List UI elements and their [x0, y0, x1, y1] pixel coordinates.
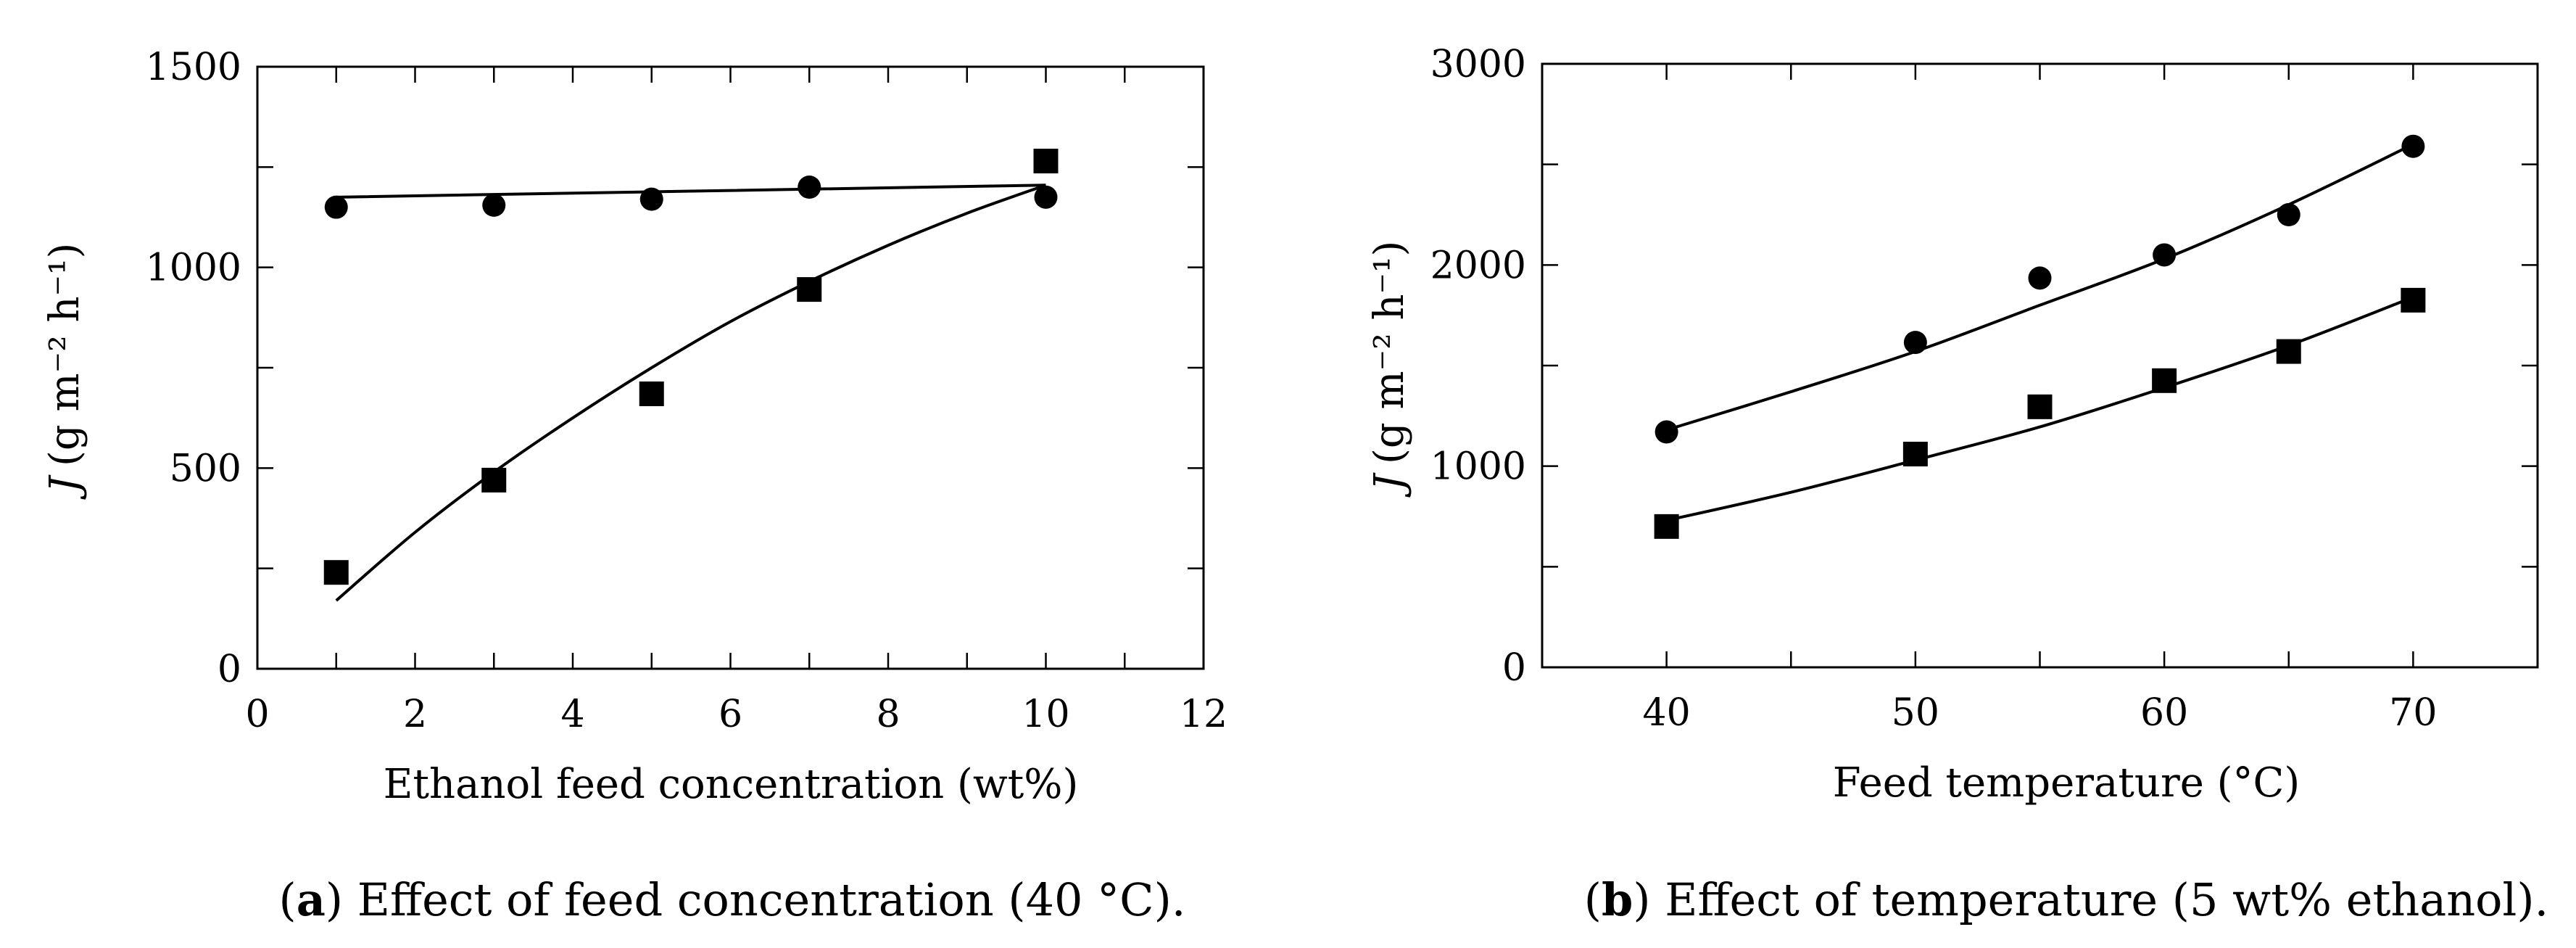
y-tick-label: 0 — [218, 648, 241, 691]
data-point-square — [2027, 394, 2053, 419]
x-tick-label: 0 — [245, 693, 269, 736]
y-tick-label: 500 — [170, 447, 241, 490]
caption-panel-tag: a — [297, 873, 326, 926]
data-point-square — [1902, 442, 1928, 467]
x-tick-label: 2 — [403, 693, 427, 736]
x-tick-label: 4 — [560, 693, 584, 736]
data-point-square — [1654, 514, 1679, 539]
x-tick-label: 10 — [1022, 693, 1069, 736]
x-tick-label: 50 — [1892, 691, 1939, 735]
fit-curve-circles — [336, 184, 1046, 199]
data-point-square — [481, 467, 507, 492]
data-point-circle — [2401, 134, 2425, 158]
data-point-square — [1033, 149, 1059, 174]
y-axis-label-units: (g m⁻² h⁻¹) — [41, 243, 88, 466]
y-tick-label: 1000 — [1430, 445, 1526, 489]
y-tick-label: 1000 — [146, 247, 241, 290]
x-tick-label: 6 — [718, 693, 742, 736]
y-tick-label: 3000 — [1430, 43, 1526, 86]
x-tick-label: 8 — [876, 693, 900, 736]
data-point-circle — [1654, 420, 1678, 444]
data-point-circle — [2028, 266, 2052, 290]
y-axis-label-symbol: J — [41, 474, 88, 500]
caption-text: Effect of feed concentration (40 °C). — [357, 873, 1186, 926]
data-point-square — [2276, 339, 2301, 364]
data-point-circle — [798, 176, 821, 199]
y-axis-label-symbol: J — [1366, 471, 1413, 498]
y-tick-label: 0 — [1502, 646, 1526, 690]
caption-panel-tag: b — [1602, 873, 1633, 926]
plot-frame — [1541, 62, 2539, 669]
data-point-circle — [1903, 331, 1927, 355]
data-point-circle — [324, 195, 348, 219]
data-point-circle — [2153, 243, 2177, 267]
data-point-circle — [482, 193, 506, 217]
x-tick-label: 40 — [1643, 691, 1691, 735]
data-point-circle — [639, 187, 663, 211]
y-axis-label: J (g m⁻² h⁻¹) — [41, 243, 88, 500]
x-axis-label: Feed temperature (°C) — [1833, 759, 2300, 807]
data-point-circle — [1034, 185, 1058, 209]
data-point-square — [797, 277, 822, 302]
y-tick-label: 1500 — [146, 46, 241, 89]
caption-text: Effect of temperature (5 wt% ethanol). — [1665, 873, 2548, 926]
x-tick-label: 60 — [2140, 691, 2188, 735]
panel-a-effect-of-feed-concentration: 0 2 4 6 8 10 12 0 500 1000 1500 Ethanol feed concen… — [41, 46, 1227, 926]
caption-open-paren: ( — [1584, 873, 1602, 926]
x-tick-label: 12 — [1180, 693, 1227, 736]
caption-close-paren: ) — [326, 873, 357, 926]
caption-close-paren: ) — [1633, 873, 1665, 926]
y-axis-label: J (g m⁻² h⁻¹) — [1366, 241, 1413, 498]
x-tick-label: 70 — [2389, 691, 2437, 735]
data-point-circle — [2277, 203, 2300, 226]
x-axis-label: Ethanol feed concentration (wt%) — [384, 761, 1079, 808]
data-point-square — [639, 381, 664, 406]
panel-b-effect-of-temperature: 40 50 60 70 0 1000 2000 3000 Feed temperature (°… — [1366, 43, 2548, 926]
y-axis-label-units: (g m⁻² h⁻¹) — [1366, 241, 1413, 464]
plot-frame — [256, 65, 1205, 670]
panel-caption: (b) Effect of temperature (5 wt% ethanol… — [1584, 873, 2549, 926]
data-point-square — [323, 560, 349, 585]
caption-open-paren: ( — [278, 873, 296, 926]
y-tick-label: 2000 — [1430, 244, 1526, 287]
data-point-square — [2401, 287, 2426, 313]
fit-curve-squares — [335, 184, 1047, 602]
panel-caption: (a) Effect of feed concentration (40 °C)… — [278, 873, 1185, 926]
data-point-square — [2152, 368, 2177, 393]
